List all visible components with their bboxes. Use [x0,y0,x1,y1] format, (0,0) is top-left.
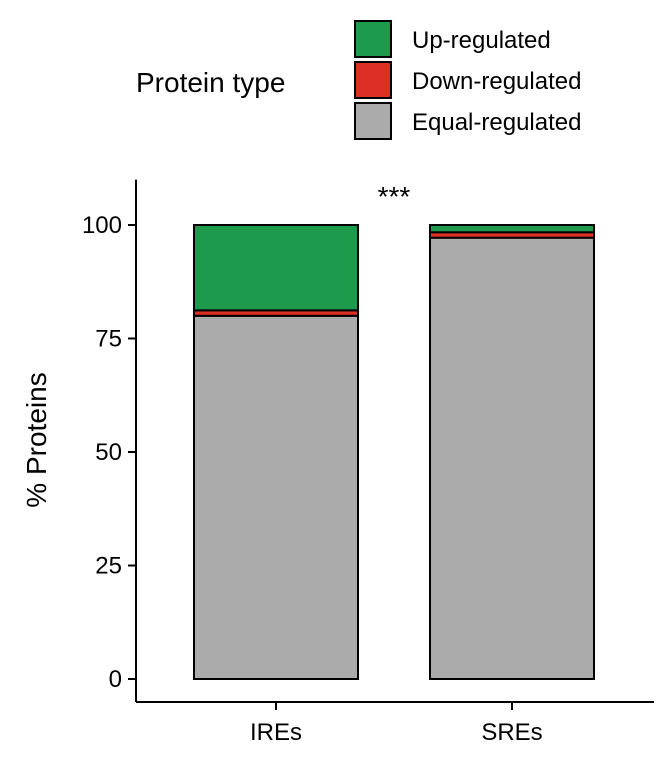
x-tick-label-ires: IREs [250,719,302,746]
bar-sres-up-regulated [429,224,595,234]
bar-sres-equal-regulated [429,236,595,680]
legend-label-up-regulated: Up-regulated [412,27,551,54]
y-axis: 0 25 50 75 100 [82,179,137,702]
y-tick-label-50: 50 [95,439,122,466]
legend-title: Protein type [136,67,285,98]
y-tick-label-100: 100 [82,212,122,239]
legend-swatch-down-regulated [354,61,392,99]
legend-swatch-up-regulated [354,20,392,58]
bar-ires-equal-regulated [193,314,359,680]
bar-group-sres [429,224,595,680]
y-axis-title: % Proteins [21,372,52,507]
y-tick-label-25: 25 [95,553,122,580]
legend-label-equal-regulated: Equal-regulated [412,109,581,136]
x-tick-label-sres: SREs [481,719,542,746]
legend-entry-up-regulated: Up-regulated [354,20,551,58]
plot-area [193,224,595,680]
y-tick-label-75: 75 [95,326,122,353]
y-tick-label-0: 0 [109,666,122,693]
bar-group-ires [193,224,359,680]
x-axis: IREs SREs [136,701,654,746]
legend-entry-down-regulated: Down-regulated [354,61,581,99]
legend-entry-equal-regulated: Equal-regulated [354,102,581,140]
bar-ires-up-regulated [193,224,359,312]
significance-annotation: *** [378,181,411,212]
legend-swatch-equal-regulated [354,102,392,140]
legend: Protein type Up-regulated Down-regulated E… [136,20,581,140]
legend-label-down-regulated: Down-regulated [412,68,581,95]
